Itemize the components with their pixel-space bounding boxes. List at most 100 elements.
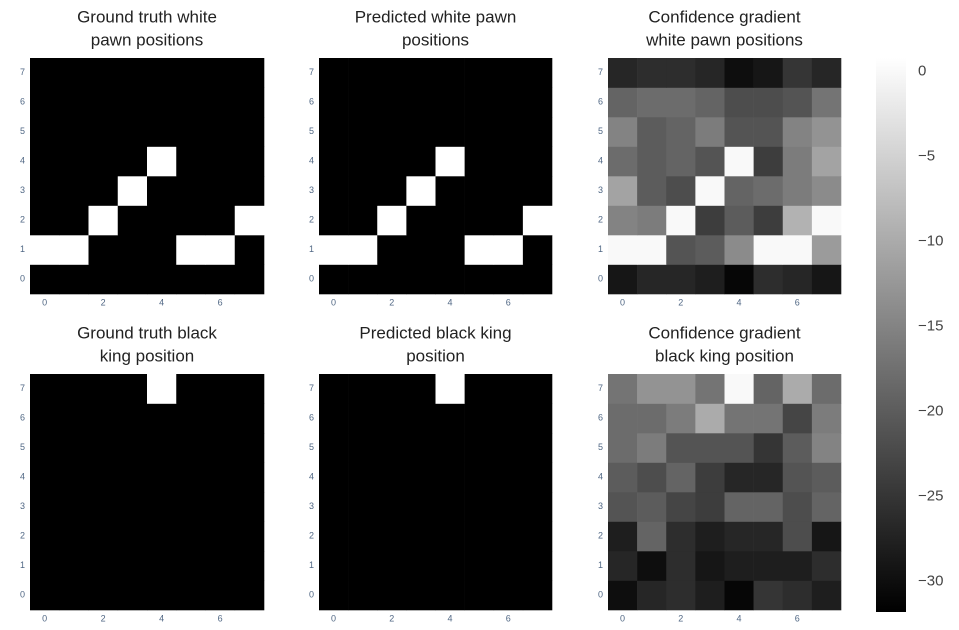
heatmap-cell <box>637 117 667 147</box>
heatmap-cell <box>608 87 638 118</box>
heatmap-cell <box>637 176 667 206</box>
heatmap-cell <box>348 521 378 552</box>
heatmap-cell <box>234 235 265 265</box>
x-tick-label: 4 <box>737 613 742 623</box>
heatmap-cell <box>637 492 667 522</box>
heatmap-cell <box>319 462 349 493</box>
heatmap-cell <box>522 551 553 581</box>
heatmap-cell <box>493 87 524 118</box>
heatmap-cell <box>782 521 813 552</box>
heatmap-cell <box>117 146 148 177</box>
heatmap-cell <box>348 580 378 611</box>
heatmap-cell <box>493 580 524 611</box>
x-tick-label: 2 <box>678 297 683 307</box>
heatmap-cell <box>522 58 553 88</box>
heatmap-cell <box>205 492 236 522</box>
heatmap-cell <box>59 462 89 493</box>
x-tick-label: 2 <box>101 613 106 623</box>
heatmap-cell <box>234 551 265 581</box>
y-tick-label: 6 <box>309 413 314 423</box>
heatmap-cell <box>811 235 842 265</box>
heatmap-cell <box>59 235 89 265</box>
heatmap-cell <box>59 205 89 236</box>
heatmap-cell <box>782 235 813 265</box>
heatmap-cell <box>377 580 407 611</box>
heatmap-cell <box>117 87 148 118</box>
y-tick-label: 7 <box>309 383 314 393</box>
heatmap-cell <box>493 551 524 581</box>
x-tick-label: 2 <box>389 297 394 307</box>
heatmap-cell <box>147 58 177 88</box>
heatmap-cell <box>377 403 407 434</box>
heatmap-cell <box>464 492 495 522</box>
x-tick-label: 4 <box>737 297 742 307</box>
heatmap-cell <box>205 462 236 493</box>
heatmap-cell <box>30 551 60 581</box>
heatmap-cell <box>176 146 206 177</box>
x-tick-label: 4 <box>159 297 164 307</box>
heatmap-cell <box>493 521 524 552</box>
heatmap-cell <box>811 580 842 611</box>
y-tick-label: 5 <box>309 126 314 136</box>
heatmap-cell <box>782 374 813 404</box>
heatmap-cell <box>234 374 265 404</box>
heatmap-cell <box>88 521 119 552</box>
heatmap-cell <box>811 462 842 493</box>
heatmap-cell <box>319 87 349 118</box>
heatmap-cell <box>406 403 436 434</box>
x-tick-label: 6 <box>218 613 223 623</box>
heatmap-cell <box>59 433 89 463</box>
heatmap-cell <box>522 521 553 552</box>
heatmap-cell <box>522 403 553 434</box>
heatmap-cell <box>59 580 89 611</box>
heatmap-cell <box>435 87 465 118</box>
heatmap-cell <box>117 462 148 493</box>
heatmap-cell <box>695 205 725 236</box>
heatmap-cell <box>348 374 378 404</box>
subplot-title: black king position <box>655 346 794 365</box>
heatmap-cell <box>464 462 495 493</box>
heatmap-cell <box>406 374 436 404</box>
heatmap-cell <box>234 117 265 147</box>
heatmap-cell <box>117 176 148 206</box>
heatmap-cell <box>782 58 813 88</box>
heatmap-cell <box>406 117 436 147</box>
heatmap-cell <box>406 433 436 463</box>
y-tick-label: 3 <box>598 501 603 511</box>
heatmap-cell <box>695 58 725 88</box>
heatmap-cell <box>608 264 638 295</box>
heatmap-cell <box>666 551 696 581</box>
heatmap-cell <box>464 205 495 236</box>
heatmap-cell <box>88 492 119 522</box>
heatmap-cell <box>348 87 378 118</box>
heatmap-cell <box>176 58 206 88</box>
heatmap-cell <box>637 551 667 581</box>
heatmap-cell <box>724 205 754 236</box>
heatmap-cell <box>522 433 553 463</box>
heatmap-cell <box>176 433 206 463</box>
heatmap-cell <box>666 580 696 611</box>
heatmap-cell <box>147 264 177 295</box>
heatmap-cell <box>117 264 148 295</box>
y-tick-label: 6 <box>598 413 603 423</box>
heatmap-cell <box>435 176 465 206</box>
heatmap-cell <box>753 521 784 552</box>
heatmap-cell <box>88 146 119 177</box>
heatmap-cell <box>493 235 524 265</box>
heatmap-cell <box>319 176 349 206</box>
heatmap-cell <box>147 176 177 206</box>
heatmap-cell <box>782 117 813 147</box>
heatmap-cell <box>782 580 813 611</box>
y-tick-label: 3 <box>598 185 603 195</box>
heatmap-cell <box>319 146 349 177</box>
heatmap-cell <box>811 403 842 434</box>
heatmap-cell <box>464 433 495 463</box>
y-tick-label: 4 <box>20 472 25 482</box>
heatmap-cell <box>464 146 495 177</box>
y-tick-label: 6 <box>309 97 314 107</box>
subplot-title: Ground truth white <box>77 7 217 26</box>
heatmap-cell <box>88 87 119 118</box>
x-tick-label: 2 <box>389 613 394 623</box>
heatmap-cell <box>30 492 60 522</box>
